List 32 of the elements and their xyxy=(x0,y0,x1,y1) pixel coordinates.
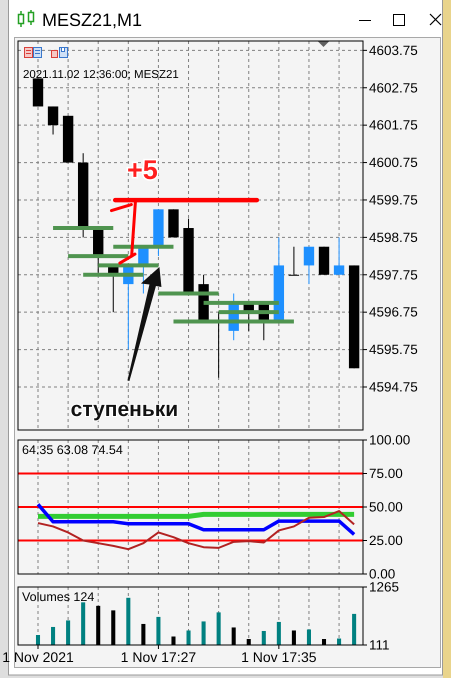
candlestick xyxy=(304,246,314,285)
y-tick-label: 4595.75 xyxy=(369,342,418,358)
y-tick-label: 4599.75 xyxy=(369,192,418,208)
chart-title: Volumes 124 xyxy=(22,590,94,604)
annotation: ступеньки xyxy=(70,398,178,421)
annotation: 2021.11.02 12:36:00; MESZ21 xyxy=(23,69,179,81)
y-tick-label: 4601.75 xyxy=(369,118,418,133)
chart-title: 64.35 63.08 74.54 xyxy=(22,443,123,457)
candlestick xyxy=(48,106,58,136)
x-tick-label: 1 Nov 17:35 xyxy=(241,649,317,665)
candlestick xyxy=(288,246,300,276)
y-tick-label: 25.00 xyxy=(369,533,403,548)
y-tick-label: 111 xyxy=(369,638,390,652)
y-tick-label: 0.00 xyxy=(369,566,396,582)
y-tick-label: 4602.75 xyxy=(369,80,418,96)
y-tick-label: 75.00 xyxy=(369,466,403,481)
x-tick-label: 1 Nov 2021 xyxy=(2,649,74,665)
y-tick-label: 4594.75 xyxy=(369,379,418,394)
y-tick-label: 4600.75 xyxy=(369,155,418,170)
candlestick xyxy=(334,236,344,276)
y-tick-label: 4596.75 xyxy=(369,304,418,320)
line-series xyxy=(37,510,356,550)
line-series xyxy=(36,502,356,536)
annotation: +5 xyxy=(126,155,158,186)
y-tick-label: 4598.75 xyxy=(369,230,418,245)
y-tick-label: 100.00 xyxy=(369,432,410,448)
x-tick-label: 1 Nov 17:27 xyxy=(120,649,196,665)
y-tick-label: 1265 xyxy=(369,580,400,594)
y-tick-label: 4603.75 xyxy=(369,42,418,58)
y-tick-label: 50.00 xyxy=(369,500,403,514)
y-tick-label: 4597.75 xyxy=(369,267,418,282)
chart-title: MESZ21,M1 xyxy=(42,10,142,30)
